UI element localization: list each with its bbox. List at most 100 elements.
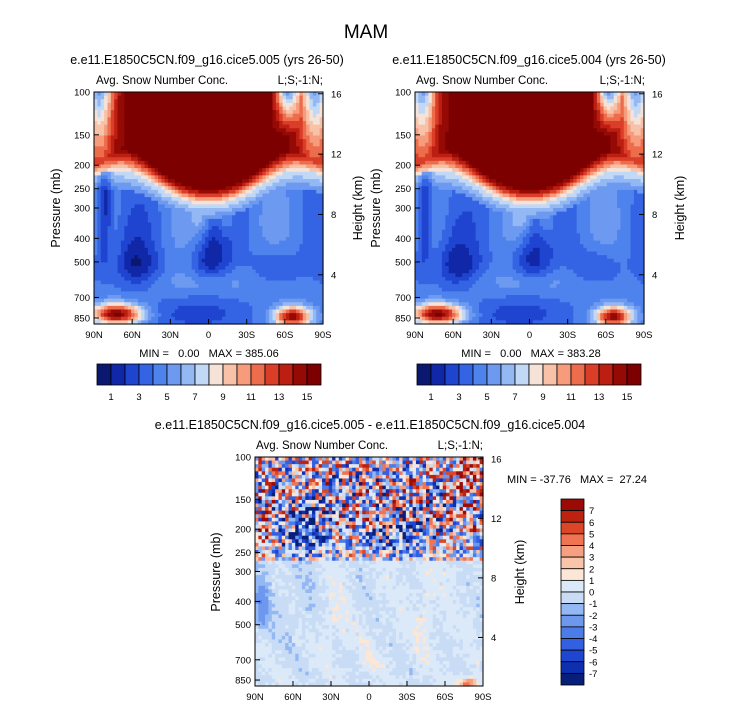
heatmap-cell (127, 208, 132, 213)
heatmap-cell (168, 189, 173, 195)
heatmap-cell (178, 146, 183, 151)
heatmap-cell (309, 146, 314, 151)
heatmap-cell (151, 222, 156, 227)
heatmap-cell (211, 218, 216, 224)
heatmap-cell (255, 124, 260, 129)
heatmap-cell (215, 193, 220, 198)
heatmap-cell (218, 131, 223, 137)
heatmap-cell (97, 157, 102, 162)
heatmap-cell (171, 193, 176, 198)
heatmap-cell (181, 164, 186, 169)
y-tick-label: 700 (74, 293, 90, 304)
heatmap-cell (198, 193, 203, 198)
heatmap-cell (141, 121, 146, 126)
heatmap-cell (117, 124, 122, 129)
heatmap-cell (282, 215, 287, 220)
heatmap-cell (97, 160, 102, 166)
heatmap-cell (221, 92, 226, 97)
heatmap-cell (218, 222, 223, 227)
x-tick-label: 30S (238, 330, 255, 341)
heatmap-cell (205, 102, 210, 108)
heatmap-cell (100, 153, 105, 158)
heatmap-cell (161, 121, 166, 126)
heatmap-cell (181, 168, 186, 173)
heatmap-cell (225, 186, 230, 191)
heatmap-cell (151, 146, 156, 151)
heatmap-cell (282, 160, 287, 166)
heatmap-cell (292, 200, 297, 205)
heatmap-cell (124, 117, 129, 122)
heatmap-cell (262, 211, 267, 216)
heatmap-cell (164, 146, 169, 151)
heatmap-cell (238, 179, 243, 184)
heatmap-cell (296, 102, 301, 108)
heatmap-cell (289, 106, 294, 111)
heatmap-cell (120, 186, 125, 191)
heatmap-cell (221, 179, 226, 184)
heatmap-cell (319, 189, 324, 195)
heatmap-cell (312, 204, 317, 209)
heatmap-cell (97, 99, 102, 104)
panel-left-title: e.e11.E1850C5CN.f09_g16.cice5.005 (yrs 2… (70, 53, 344, 67)
heatmap-cell (174, 157, 179, 162)
heatmap-cell (141, 99, 146, 104)
heatmap-cell (117, 139, 122, 144)
heatmap-cell (184, 142, 189, 147)
heatmap-cell (255, 218, 260, 224)
heatmap-cell (201, 153, 206, 158)
heatmap-cell (232, 99, 237, 104)
heatmap-cell (269, 157, 274, 162)
heatmap-cell (225, 222, 230, 227)
heatmap-cell (107, 113, 112, 118)
heatmap-cell (248, 150, 253, 155)
heatmap-cell (272, 197, 277, 202)
heatmap-cell (248, 131, 253, 137)
heatmap-cell (134, 153, 139, 158)
heatmap-cell (184, 179, 189, 184)
heatmap-cell (94, 124, 98, 129)
heatmap-cell (110, 215, 115, 220)
heatmap-cell (292, 153, 297, 158)
heatmap-cell (319, 153, 324, 158)
heatmap-cell (269, 200, 274, 205)
heatmap-cell (157, 99, 162, 104)
heatmap-cell (110, 204, 115, 209)
heatmap-cell (319, 171, 324, 176)
heatmap-cell (171, 215, 176, 220)
heatmap-cell (289, 193, 294, 198)
heatmap-cell (292, 135, 297, 140)
heatmap-cell (124, 197, 129, 202)
heatmap-cell (120, 175, 125, 180)
heatmap-cell (181, 99, 186, 104)
heatmap-cell (191, 215, 196, 220)
y-tick-label: 300 (74, 204, 90, 215)
heatmap-cell (215, 160, 220, 166)
heatmap-cell (309, 186, 314, 191)
heatmap-cell (120, 157, 125, 162)
heatmap-cell (245, 204, 250, 209)
heatmap-cell (184, 208, 189, 213)
heatmap-cell (134, 157, 139, 162)
heatmap-cell (232, 102, 237, 108)
heatmap-cell (302, 215, 307, 220)
heatmap-cell (124, 189, 129, 195)
heatmap-cell (309, 95, 314, 100)
heatmap-cell (117, 92, 122, 97)
heatmap-cell (201, 186, 206, 191)
heatmap-cell (289, 135, 294, 140)
heatmap-cell (272, 95, 277, 100)
heatmap-cell (235, 139, 240, 144)
heatmap-cell (299, 208, 304, 213)
heatmap-cell (120, 124, 125, 129)
heatmap-cell (94, 208, 98, 213)
heatmap-cell (235, 160, 240, 166)
heatmap-cell (181, 139, 186, 144)
heatmap-cell (205, 186, 210, 191)
heatmap-cell (292, 113, 297, 118)
heatmap-cell (141, 179, 146, 184)
heatmap-cell (272, 193, 277, 198)
heatmap-cell (221, 171, 226, 176)
heatmap-cell (151, 110, 156, 115)
heatmap-cell (232, 215, 237, 220)
heatmap-cell (232, 131, 237, 137)
